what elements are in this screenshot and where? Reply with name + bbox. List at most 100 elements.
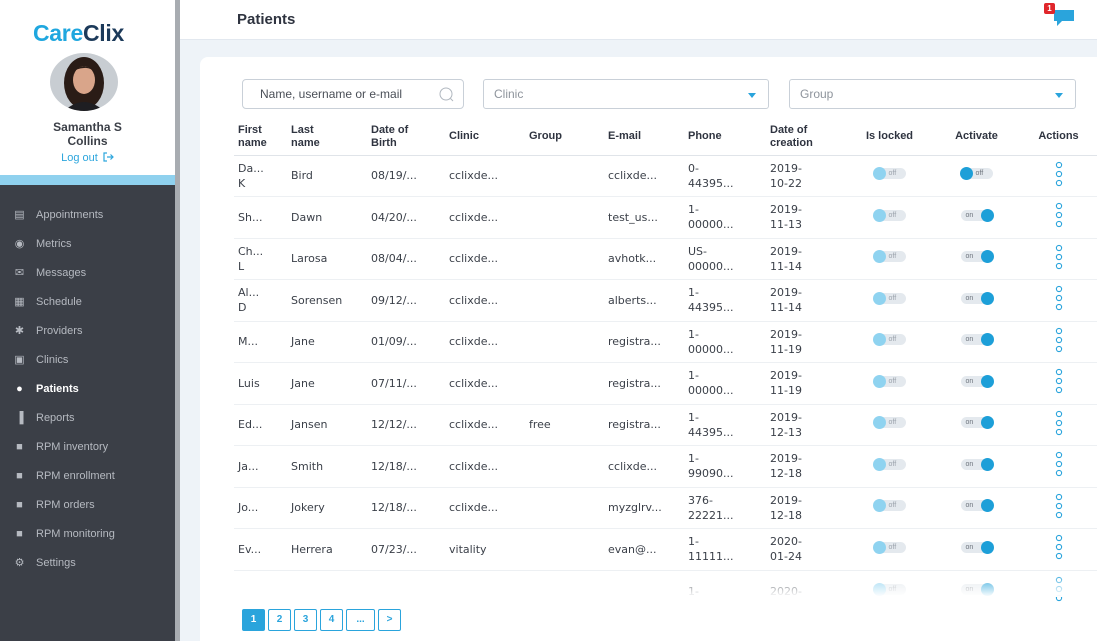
column-header-activate[interactable]: Activate: [933, 119, 1020, 156]
cell-last: Herrera: [287, 528, 367, 570]
is-locked-toggle[interactable]: off: [872, 416, 906, 430]
search-icon[interactable]: [439, 87, 454, 102]
is-locked-toggle[interactable]: off: [872, 208, 906, 222]
activate-toggle[interactable]: on: [960, 291, 994, 305]
cell-created: 2019- 12-18: [766, 486, 846, 529]
is-locked-toggle[interactable]: off: [872, 167, 906, 181]
more-vertical-icon[interactable]: [1055, 161, 1063, 187]
table-row[interactable]: Jo... Jokery 12/18/... cclixde... myzglrv...…: [234, 486, 1097, 529]
search-input[interactable]: [260, 87, 430, 101]
cell-group: [525, 279, 604, 321]
sidebar-item-rpm-inventory[interactable]: ■ RPM inventory: [0, 432, 175, 461]
cell-actions: [1020, 403, 1097, 446]
activate-toggle[interactable]: on: [960, 457, 994, 471]
activate-toggle[interactable]: on: [960, 540, 994, 554]
page-button-4[interactable]: 4: [320, 609, 343, 631]
more-vertical-icon[interactable]: [1055, 202, 1063, 228]
page-title: Patients: [237, 11, 296, 28]
sidebar-item-metrics[interactable]: ◉ Metrics: [0, 229, 175, 258]
sidebar-item-rpm-monitoring[interactable]: ■ RPM monitoring: [0, 519, 175, 548]
table-row[interactable]: Ed... Jansen 12/12/... cclixde... free regist…: [234, 403, 1097, 446]
cell-created: 2019- 11-14: [766, 279, 846, 321]
column-header-date-of-creation[interactable]: Date of creation: [766, 119, 846, 156]
brand-logo[interactable]: CareClix: [33, 20, 124, 47]
toggle-knob: [872, 540, 886, 554]
logout-link[interactable]: Log out: [0, 152, 175, 164]
cell-phone: 1- 11111...: [684, 528, 766, 570]
settings-icon: ⚙: [14, 557, 25, 569]
cell-phone: 376- 22221...: [684, 486, 766, 529]
sidebar-item-patients[interactable]: ● Patients: [0, 374, 175, 403]
table-row[interactable]: Ch... L Larosa 08/04/... cclixde... avhotk..…: [234, 237, 1097, 280]
sidebar-item-appointments[interactable]: ▤ Appointments: [0, 200, 175, 229]
table-row[interactable]: Luis Jane 07/11/... cclixde... registra... 1-…: [234, 362, 1097, 404]
sidebar-item-clinics[interactable]: ▣ Clinics: [0, 345, 175, 374]
table-row[interactable]: M... Jane 01/09/... cclixde... registra... 1-…: [234, 320, 1097, 363]
sidebar-item-schedule[interactable]: ▦ Schedule: [0, 287, 175, 316]
table-row[interactable]: Ja... Smith 12/18/... cclixde... cclixde... 1…: [234, 445, 1097, 487]
is-locked-toggle[interactable]: off: [872, 457, 906, 471]
sidebar-item-reports[interactable]: ▐ Reports: [0, 403, 175, 432]
sidebar-item-settings[interactable]: ⚙ Settings: [0, 548, 175, 577]
sidebar-item-messages[interactable]: ✉ Messages: [0, 258, 175, 287]
table-row[interactable]: Al... D Sorensen 09/12/... cclixde... albert…: [234, 279, 1097, 321]
is-locked-toggle[interactable]: off: [872, 540, 906, 554]
clinic-select[interactable]: Clinic: [483, 79, 769, 109]
column-header-group[interactable]: Group: [525, 119, 604, 156]
cell-actions: [1020, 237, 1097, 280]
column-header-first-name[interactable]: First name: [234, 119, 287, 156]
is-locked-toggle[interactable]: off: [872, 333, 906, 347]
activate-toggle[interactable]: on: [960, 499, 994, 513]
activate-toggle[interactable]: on: [960, 374, 994, 388]
sidebar-item-rpm-enrollment[interactable]: ■ RPM enrollment: [0, 461, 175, 490]
pagination-ellipsis[interactable]: ...: [346, 609, 375, 631]
activate-toggle[interactable]: on: [960, 333, 994, 347]
metrics-icon: ◉: [14, 238, 25, 250]
group-select[interactable]: Group: [789, 79, 1076, 109]
sidebar-item-rpm-orders[interactable]: ■ RPM orders: [0, 490, 175, 519]
more-vertical-icon[interactable]: [1055, 244, 1063, 270]
column-header-date-of-birth[interactable]: Date of Birth: [367, 119, 445, 156]
table-row[interactable]: Sh... Dawn 04/20/... cclixde... test_us... 1-…: [234, 196, 1097, 238]
cell-dob: 07/23/...: [367, 528, 445, 570]
cell-email: test_us...: [604, 196, 684, 238]
column-header-email[interactable]: E-mail: [604, 119, 684, 156]
next-page-button[interactable]: >: [378, 609, 401, 631]
avatar[interactable]: [50, 53, 118, 111]
more-vertical-icon[interactable]: [1055, 368, 1063, 394]
is-locked-toggle[interactable]: off: [872, 374, 906, 388]
column-header-actions[interactable]: Actions: [1020, 119, 1097, 156]
table-row[interactable]: Da... K Bird 08/19/... cclixde... cclixde...…: [234, 154, 1097, 197]
activate-toggle[interactable]: off: [959, 167, 993, 181]
activate-toggle[interactable]: on: [960, 208, 994, 222]
activate-toggle[interactable]: on: [960, 416, 994, 430]
sidebar-item-providers[interactable]: ✱ Providers: [0, 316, 175, 345]
page-button-2[interactable]: 2: [268, 609, 291, 631]
sidebar-scrollbar[interactable]: [175, 0, 180, 641]
column-header-phone[interactable]: Phone: [684, 119, 766, 156]
more-vertical-icon[interactable]: [1055, 285, 1063, 311]
chat-icon[interactable]: [1052, 8, 1076, 28]
column-header-last-name[interactable]: Last name: [287, 119, 367, 156]
more-vertical-icon[interactable]: [1055, 534, 1063, 560]
column-header-is-locked[interactable]: Is locked: [846, 119, 933, 156]
logout-label: Log out: [61, 152, 98, 164]
cell-first: Ed...: [234, 403, 287, 446]
is-locked-toggle[interactable]: off: [872, 499, 906, 513]
cell-last: Jane: [287, 320, 367, 363]
cell-actions: [1020, 279, 1097, 321]
toggle-label: on: [965, 460, 974, 468]
page-button-3[interactable]: 3: [294, 609, 317, 631]
column-header-clinic[interactable]: Clinic: [445, 119, 525, 156]
page-button-1[interactable]: 1: [242, 609, 265, 631]
more-vertical-icon[interactable]: [1055, 410, 1063, 436]
table-row[interactable]: Ev... Herrera 07/23/... vitality evan@... 1- …: [234, 528, 1097, 570]
is-locked-toggle[interactable]: off: [872, 291, 906, 305]
more-vertical-icon[interactable]: [1055, 327, 1063, 353]
activate-toggle[interactable]: on: [960, 250, 994, 264]
more-vertical-icon[interactable]: [1055, 493, 1063, 519]
group-select-placeholder: Group: [800, 87, 834, 101]
is-locked-toggle[interactable]: off: [872, 250, 906, 264]
cell-phone: 1- 00000...: [684, 196, 766, 238]
more-vertical-icon[interactable]: [1055, 451, 1063, 477]
